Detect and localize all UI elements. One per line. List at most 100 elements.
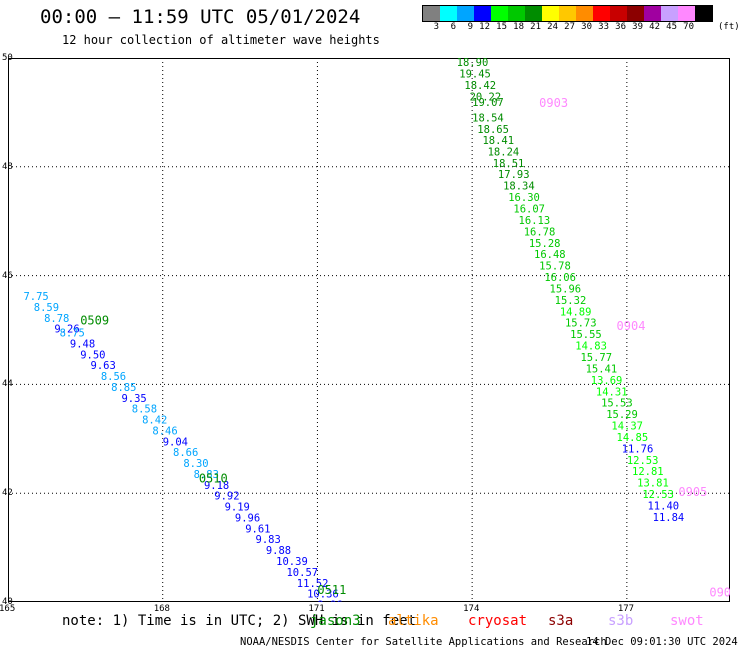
wave-height-value: 9.61 [245,523,270,535]
wave-height-value: 16.07 [513,203,545,215]
wave-height-value: 8.58 [132,404,157,416]
wave-height-value: 15.73 [565,318,597,330]
colorbar-tick-label: 12 [479,22,490,32]
colorbar-swatch [423,6,440,21]
lon-tick-label: 168 [153,604,170,614]
wave-height-value: 15.29 [606,409,638,421]
wave-height-value: 11.84 [653,512,685,524]
credit-text: NOAA/NESDIS Center for Satellite Applica… [240,636,607,648]
colorbar-tick-label: 39 [632,22,643,32]
wave-height-value: 9.04 [163,436,188,448]
wave-height-value: 14.89 [560,306,592,318]
wave-height-value: 15.96 [550,283,582,295]
wave-height-value: 9.48 [70,338,95,350]
track-time-label: 0510 [199,471,228,485]
colorbar-tick-label: 27 [564,22,575,32]
lat-tick-label: 46 [2,270,13,281]
colorbar-tick-label: 36 [615,22,626,32]
wave-height-value: 14.37 [611,421,643,433]
wave-height-value: 11.40 [647,501,679,513]
wave-height-value: 9.96 [235,512,260,524]
wave-height-value: 9.35 [121,393,146,405]
colorbar-tick-label: 6 [450,22,456,32]
track-time-label: 0905 [678,485,707,499]
wave-height-value: 18.24 [488,146,520,158]
satellite-legend-s3a: s3a [548,613,574,629]
wave-height-value: 9.50 [80,349,105,361]
wave-height-value: 9.96 [317,600,342,602]
colorbar-tick-label: 9 [467,22,473,32]
wave-height-value: 19.45 [459,69,491,81]
wave-height-value: 15.53 [601,398,633,410]
wave-height-value: 8.42 [142,415,167,427]
colorbar-swatch [610,6,627,21]
wave-height-value: 18.65 [477,124,509,136]
wave-height-value: 7.75 [23,291,48,303]
wave-height-value: 15.78 [539,261,571,273]
wave-height-value: 10.36 [307,589,339,601]
wave-height-value: 16.78 [524,226,556,238]
colorbar-swatch [559,6,576,21]
colorbar-labels: 3 6 9 12 15 18 21 24 27 30 33 36 39 42 45 70 [422,22,694,32]
wave-height-value: 18.41 [482,135,514,147]
colorbar-swatch [644,6,661,21]
wave-height-value: 10.39 [276,556,308,568]
wave-height-value: 9.19 [225,502,250,514]
lon-tick-label: 171 [308,604,325,614]
wave-height-value: 14.83 [575,341,607,353]
colorbar-swatch [491,6,508,21]
wave-height-value: 8.66 [173,447,198,459]
wave-height-value: 17.93 [498,169,530,181]
satellite-legend-jason3: jason3 [310,613,361,629]
wave-height-value: 8.59 [34,302,59,314]
wave-height-value: 18.90 [457,58,489,69]
wave-height-value: 18.42 [464,80,496,92]
wave-height-value: 8.85 [111,382,136,394]
wave-height-value: 9.26 [54,324,79,336]
wave-height-value: 12.53 [642,489,674,501]
wave-height-value: 12.81 [632,466,664,478]
colorbar-swatch [474,6,491,21]
colorbar-tick-label: 45 [666,22,677,32]
colorbar-tick-label: 18 [513,22,524,32]
lat-tick-label: 40 [2,597,13,607]
colorbar-tick-label: 42 [649,22,660,32]
wave-height-value: 18.54 [472,113,504,125]
wave-height-value: 12.53 [627,455,659,467]
wave-height-value: 9.92 [214,491,239,503]
colorbar-swatch [661,6,678,21]
wave-height-value: 14.85 [617,432,649,444]
wave-height-value: 9.88 [266,545,291,557]
colorbar [422,5,713,22]
wave-height-value: 8.78 [44,313,69,325]
wave-height-value: 8.56 [101,371,126,383]
wave-height-value: 8.46 [152,425,177,437]
satellite-legend-altika: altika [388,613,439,629]
wave-height-value: 20.22 [470,91,502,103]
wave-height-value: 15.32 [555,295,587,307]
wave-height-value: 16.30 [508,192,540,204]
colorbar-tick-label: 30 [581,22,592,32]
colorbar-tick-label: 24 [547,22,558,32]
wave-height-value: 9.18 [204,480,229,492]
colorbar-swatch [542,6,559,21]
wave-height-value: 8.83 [194,469,219,481]
colorbar-tick-label: 70 [683,22,694,32]
lon-tick-label: 165 [0,604,16,614]
colorbar-swatch [678,6,695,21]
track-time-label: 0509 [80,314,109,328]
colorbar-swatch [508,6,525,21]
wave-height-value: 16.48 [534,249,566,261]
colorbar-swatch [576,6,593,21]
lon-tick-label: 177 [617,604,635,614]
wave-height-value: 19.07 [472,97,504,109]
track-time-label: 0904 [617,319,646,333]
colorbar-swatch [627,6,644,21]
colorbar-swatch [457,6,474,21]
satellite-legend-swot: swot [670,613,704,629]
map-subtitle: 12 hour collection of altimeter wave hei… [62,33,380,47]
track-time-label: 0903 [539,96,568,110]
lat-tick-label: 44 [2,379,13,390]
colorbar-swatch [593,6,610,21]
lat-tick-label: 48 [2,161,13,172]
